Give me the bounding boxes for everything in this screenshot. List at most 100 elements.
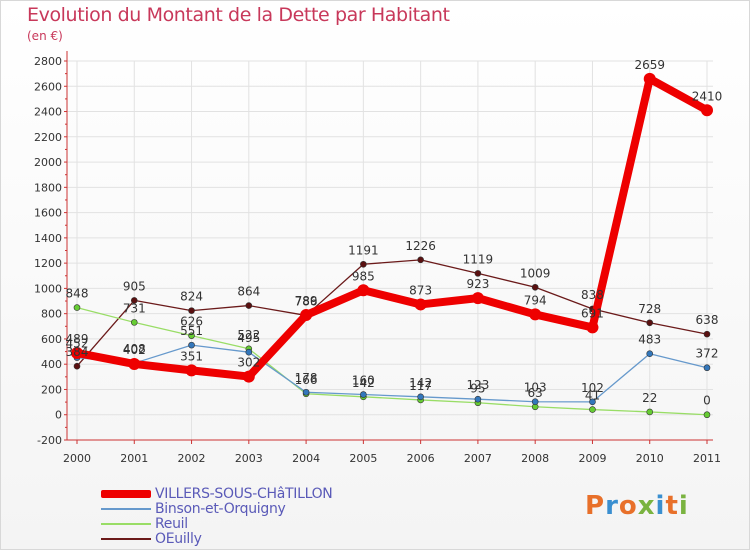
data-point xyxy=(245,348,253,356)
data-label: 142 xyxy=(409,376,432,390)
data-point xyxy=(646,408,654,416)
legend-label-oeuilly: OEuilly xyxy=(155,531,202,547)
logo-letter: r xyxy=(605,491,619,521)
data-label: 142 xyxy=(352,376,375,390)
data-point xyxy=(245,302,253,309)
y-tick-label: 600 xyxy=(41,333,62,346)
legend-swatch-reuil xyxy=(101,523,151,525)
data-point xyxy=(643,72,656,85)
logo-letter: x xyxy=(637,491,656,521)
data-label: 166 xyxy=(295,373,318,387)
data-point xyxy=(646,319,654,327)
data-point xyxy=(128,357,141,370)
y-tick-label: 2000 xyxy=(34,156,62,169)
data-label: 160 xyxy=(352,374,375,388)
x-tick-label: 2011 xyxy=(693,452,721,465)
y-tick-label: 2400 xyxy=(34,106,62,119)
data-label: 728 xyxy=(638,302,661,316)
series-line xyxy=(76,259,708,367)
data-point xyxy=(531,398,539,406)
data-point xyxy=(703,364,711,372)
legend-label-villers: VILLERS-SOUS-CHâTILLON xyxy=(155,486,333,502)
series-line xyxy=(73,74,711,381)
chart-title: Evolution du Montant de la Dette par Hab… xyxy=(27,4,450,26)
data-label: 1191 xyxy=(348,243,379,257)
data-point xyxy=(417,393,424,401)
data-label: 2410 xyxy=(692,89,723,103)
data-point xyxy=(302,388,310,396)
data-label: 522 xyxy=(237,328,260,342)
unit-label: (en €) xyxy=(27,29,63,43)
data-point xyxy=(300,309,313,322)
data-label: 103 xyxy=(524,381,547,395)
series-line xyxy=(76,344,708,403)
data-point xyxy=(242,370,255,383)
data-label: 691 xyxy=(581,306,604,320)
x-tick-label: 2001 xyxy=(120,452,148,465)
legend-label-reuil: Reuil xyxy=(155,516,188,532)
data-label: 402 xyxy=(123,343,146,357)
y-tick-label: 0 xyxy=(55,409,62,422)
proxiti-logo: Proxiti xyxy=(585,491,689,521)
data-point xyxy=(73,362,81,370)
legend-label-binson: Binson-et-Orquigny xyxy=(155,501,286,517)
data-point xyxy=(188,307,195,314)
data-label: 1009 xyxy=(520,266,551,280)
data-label: 786 xyxy=(295,294,318,308)
series-line xyxy=(76,306,708,416)
data-label: 789 xyxy=(295,294,318,308)
data-point xyxy=(73,304,81,311)
data-point xyxy=(188,332,195,339)
data-label: 302 xyxy=(237,356,260,370)
y-tick-label: 1000 xyxy=(34,282,62,295)
y-tick-label: 1400 xyxy=(34,232,62,245)
data-label: 2659 xyxy=(634,58,665,72)
data-point xyxy=(703,330,711,338)
data-point xyxy=(531,283,539,291)
data-point xyxy=(646,350,654,358)
x-tick-label: 2005 xyxy=(349,452,377,465)
legend-swatch-oeuilly xyxy=(101,538,151,540)
data-label: 95 xyxy=(470,382,485,396)
data-point xyxy=(474,270,482,277)
data-point xyxy=(414,298,427,311)
data-label: 351 xyxy=(180,349,203,363)
data-label: 0 xyxy=(703,394,711,408)
data-label: 178 xyxy=(295,371,318,385)
legend-swatch-villers xyxy=(101,490,151,498)
x-tick-label: 2004 xyxy=(292,452,320,465)
data-label: 384 xyxy=(66,345,89,359)
x-tick-label: 2002 xyxy=(178,452,206,465)
legend-swatch-binson xyxy=(101,508,151,510)
data-label: 838 xyxy=(581,288,604,302)
data-label: 22 xyxy=(642,391,657,405)
data-label: 905 xyxy=(123,279,146,293)
data-point xyxy=(701,104,713,117)
data-point xyxy=(703,411,711,419)
data-point xyxy=(130,319,138,326)
data-point xyxy=(360,260,367,268)
data-label: 41 xyxy=(585,389,600,403)
x-tick-label: 2003 xyxy=(235,452,263,465)
data-label: 408 xyxy=(123,342,146,356)
data-label: 985 xyxy=(352,269,375,283)
data-label: 452 xyxy=(66,337,89,351)
data-point xyxy=(360,391,367,398)
data-point xyxy=(586,321,599,334)
data-label: 873 xyxy=(409,283,432,297)
data-point xyxy=(357,284,370,297)
logo-letter: i xyxy=(655,491,666,521)
data-point xyxy=(474,395,482,403)
data-label: 794 xyxy=(524,293,547,307)
y-tick-label: 1600 xyxy=(34,207,62,220)
y-tick-label: 1200 xyxy=(34,257,62,270)
data-label: 117 xyxy=(409,379,432,393)
data-point xyxy=(188,341,195,349)
x-tick-label: 2007 xyxy=(464,452,492,465)
data-point xyxy=(589,406,596,413)
y-tick-label: 400 xyxy=(41,358,62,371)
y-tick-label: 200 xyxy=(41,383,62,396)
logo-letter: P xyxy=(585,491,606,521)
data-point xyxy=(71,346,83,359)
